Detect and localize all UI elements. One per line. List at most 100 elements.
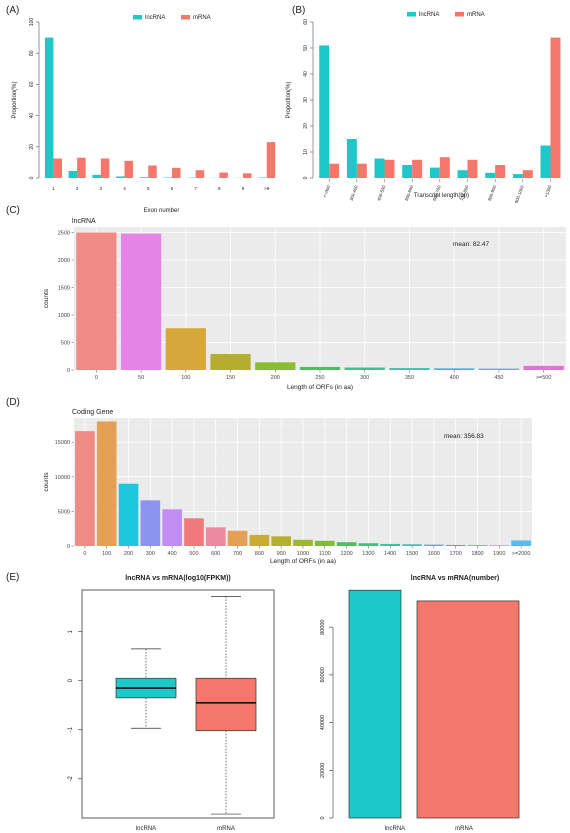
chart-c-bar (255, 362, 296, 370)
chart-a-x-label: Exon number (144, 208, 180, 214)
chart-a-x-tick-label: 5 (147, 186, 150, 191)
chart-d-x-tick-label: 1900 (493, 551, 505, 557)
chart-c-x-tick-label: 100 (181, 375, 190, 381)
chart-d-x-tick-label: 1400 (384, 551, 396, 557)
chart-e1-lncrna-x-label: lncRNA (136, 826, 156, 832)
chart-d-bar (249, 534, 270, 546)
chart-d-y-tick-label: 15000 (55, 440, 70, 446)
chart-a-bar-mrna (77, 157, 86, 178)
chart-a-bar-mrna (100, 158, 110, 178)
chart-c-bar (434, 368, 475, 370)
chart-e1-y-tick-label: -2 (68, 775, 74, 781)
chart-b-bar-mrna (495, 165, 506, 178)
chart-d-bar (445, 544, 466, 546)
panel-label-b: (B) (292, 5, 305, 16)
chart-b-x-tick-label: 700-800 (459, 184, 469, 201)
chart-c-y-tick-label: 2500 (58, 231, 70, 237)
chart-a-bar-lncrna (44, 37, 54, 178)
chart-a-x-tick-label: 6 (171, 186, 174, 191)
chart-c-title: lncRNA (72, 218, 96, 225)
chart-a-x-tick-label: 3 (100, 186, 103, 191)
chart-d-x-tick-label: 0 (83, 551, 86, 557)
chart-b-x-tick-label: 400-500 (376, 184, 386, 201)
chart-b-bar-mrna (356, 163, 367, 178)
chart-d-bar (467, 545, 488, 546)
chart-d-x-tick-label: 900 (277, 551, 286, 557)
chart-a-bar-mrna (124, 160, 134, 178)
chart-d-x-tick-label: 700 (233, 551, 242, 557)
chart-c-x-tick-label: 250 (315, 375, 324, 381)
chart-a-bar-mrna (171, 167, 181, 178)
chart-b-y-tick-label: 40 (303, 71, 309, 77)
chart-d-bar (162, 509, 182, 546)
chart-a-x-tick-label: 1 (52, 186, 55, 191)
chart-c-x-tick-label: 350 (405, 375, 414, 381)
chart-d-annotation: mean: 356.83 (444, 433, 484, 440)
chart-d-bar (424, 544, 444, 546)
chart-b-bar-lncrna (429, 167, 440, 178)
chart-b-bar-mrna (329, 163, 340, 178)
chart-e1-y-tick-label: 1 (68, 629, 74, 633)
chart-b-legend-swatch (455, 12, 464, 17)
chart-d-bar (511, 540, 531, 546)
chart-c-x-tick-label: 450 (494, 375, 503, 381)
chart-a-bar-mrna (219, 172, 228, 178)
panel-label-a: (A) (6, 5, 19, 16)
chart-e2-y-tick-label: 40000 (320, 715, 326, 730)
chart-c-y-tick-label: 1000 (58, 313, 70, 319)
chart-b-y-tick-label: 10 (303, 149, 309, 155)
chart-c-x-tick-label: 150 (226, 375, 235, 381)
chart-b-x-tick-label: 800-900 (487, 184, 497, 201)
chart-d-y-tick-label: 10000 (55, 475, 70, 481)
chart-a-y-tick-label: 0 (29, 176, 35, 179)
chart-d-y-tick-label: 5000 (58, 509, 70, 515)
chart-c-bar (210, 354, 251, 370)
chart-a-x-tick-label: 8 (218, 186, 221, 191)
chart-e1-frame (81, 589, 275, 819)
chart-d-bar (336, 542, 357, 546)
chart-c-x-tick-label: 300 (360, 375, 369, 381)
panel-label-c: (C) (6, 205, 20, 216)
chart-a-bar-lncrna (92, 174, 101, 178)
chart-d-x-tick-label: 600 (211, 551, 220, 557)
chart-a-y-tick-label: 60 (29, 81, 35, 87)
chart-d-y-tick-label: 0 (67, 544, 70, 550)
chart-c-x-tick-label: 200 (271, 375, 280, 381)
chart-b-x-tick-label: 600-700 (432, 184, 442, 201)
chart-a-bar-mrna (148, 165, 157, 178)
chart-d-x-tick-label: 1500 (406, 551, 418, 557)
chart-d-x-tick-label: 1700 (450, 551, 462, 557)
chart-b-bar-mrna (550, 37, 561, 178)
chart-b-bar-mrna (467, 159, 478, 178)
chart-d-x-tick-label: 1600 (428, 551, 440, 557)
chart-b-bar-lncrna (346, 139, 357, 178)
chart-a-bar-mrna (266, 142, 276, 178)
chart-e1-title: lncRNA vs mRNA(log10(FPKM)) (125, 575, 231, 582)
chart-c-bar (478, 368, 520, 370)
chart-d-x-tick-label: 200 (124, 551, 133, 557)
chart-a-bar-mrna (53, 158, 62, 178)
chart-d-bar (184, 518, 204, 546)
chart-b-bar-mrna (384, 159, 395, 178)
chart-b-legend-label: lncRNA (419, 12, 439, 18)
chart-d-title: Coding Gene (72, 409, 113, 416)
chart-e2-title: lncRNA vs mRNA(number) (411, 575, 499, 582)
chart-d-x-tick-label: 1800 (471, 551, 483, 557)
chart-d-y-label: counts (43, 472, 50, 492)
chart-b-bar-mrna (439, 157, 450, 178)
chart-a-x-tick-label: >9 (264, 186, 270, 191)
chart-b-legend-swatch (407, 12, 416, 17)
chart-b-y-label: Proportion(%) (286, 81, 292, 118)
chart-d-x-tick-label: 300 (146, 551, 155, 557)
chart-b-y-tick-label: 30 (303, 97, 309, 103)
chart-a-bar-mrna (243, 173, 252, 178)
chart-d-x-tick-label: 1200 (340, 551, 352, 557)
chart-d-x-tick-label: >=2000 (512, 551, 531, 557)
chart-b-x-tick-label: >1000 (544, 184, 553, 198)
panel-label-d: (D) (6, 397, 20, 408)
chart-d-bar (358, 543, 379, 546)
chart-a-legend-swatch (181, 15, 190, 20)
chart-a-bar-lncrna (68, 170, 78, 178)
chart-a-y-label: Proportion(%) (12, 81, 18, 118)
chart-a-y-tick-label: 100 (29, 18, 35, 27)
